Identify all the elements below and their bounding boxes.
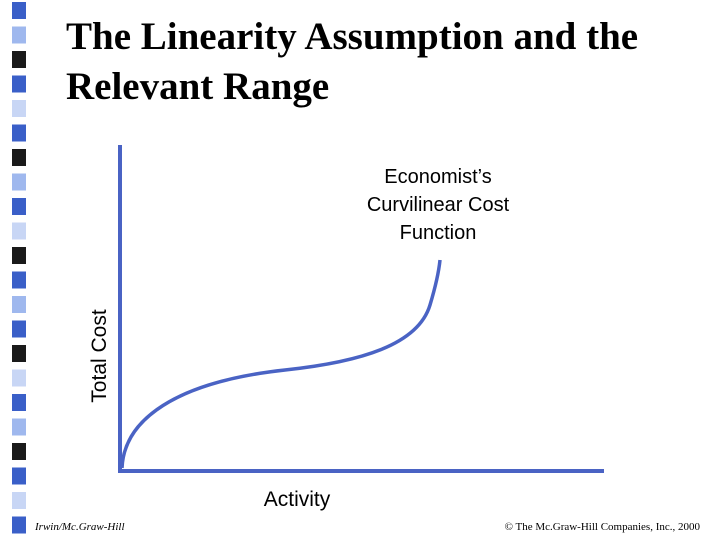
square — [12, 492, 26, 509]
square — [12, 443, 26, 460]
square — [12, 418, 26, 436]
square — [12, 345, 26, 362]
square — [12, 2, 26, 19]
square — [12, 26, 26, 44]
square — [12, 271, 26, 289]
x-axis-label: Activity — [264, 488, 331, 511]
square — [12, 149, 26, 166]
square — [12, 75, 26, 93]
annotation-line: Curvilinear Cost — [367, 194, 510, 216]
square — [12, 100, 26, 117]
annotation-line: Economist’s — [384, 166, 491, 188]
footer-left: Irwin/Mc.Graw-Hill — [34, 521, 125, 533]
decorative-squares — [12, 2, 26, 534]
footer-right: © The Mc.Graw-Hill Companies, Inc., 2000 — [505, 521, 701, 533]
title-line: Relevant Range — [66, 65, 329, 108]
square — [12, 51, 26, 68]
square — [12, 247, 26, 264]
square — [12, 173, 26, 191]
y-axis-label: Total Cost — [88, 309, 111, 403]
annotation-line: Function — [400, 222, 477, 244]
square — [12, 320, 26, 338]
square — [12, 516, 26, 534]
cost-curve — [120, 259, 442, 469]
square — [12, 467, 26, 485]
title-line: The Linearity Assumption and the — [66, 15, 638, 58]
square — [12, 222, 26, 240]
square — [12, 124, 26, 142]
square — [12, 394, 26, 411]
square — [12, 198, 26, 215]
square — [12, 296, 26, 313]
square — [12, 369, 26, 387]
